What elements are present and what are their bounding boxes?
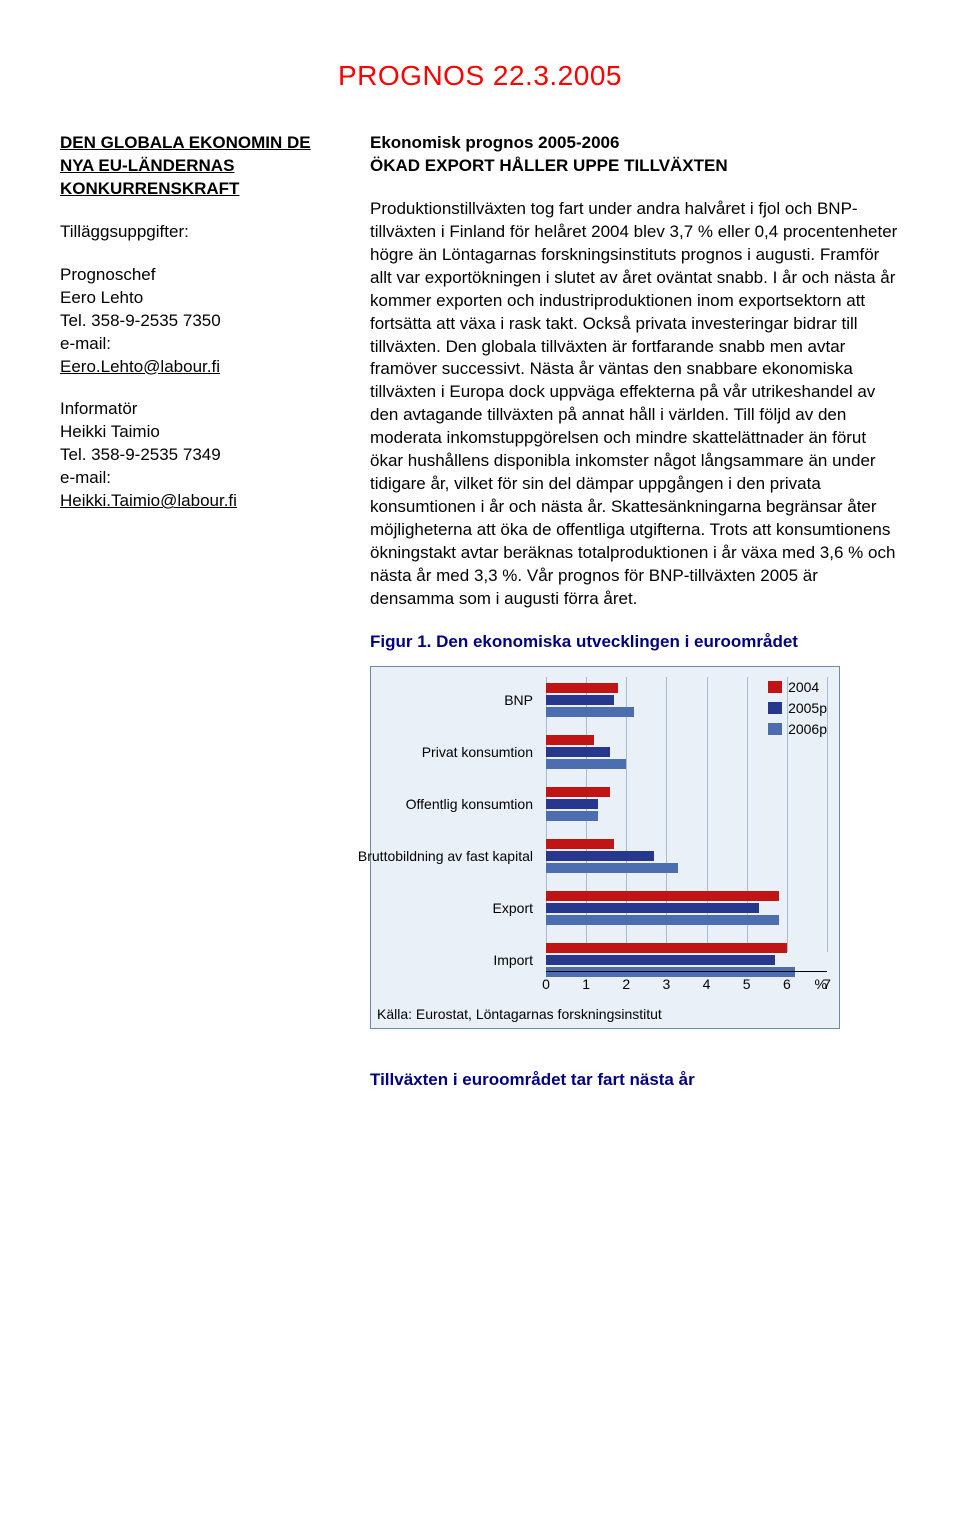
sidebar: DEN GLOBALA EKONOMIN DE NYA EU-LÄNDERNAS… <box>60 132 340 1092</box>
chart-category-label: Privat konsumtion <box>422 743 533 762</box>
chart-gridline <box>827 677 828 952</box>
chart-bar <box>546 695 614 705</box>
chart-bar <box>546 863 678 873</box>
chart-bar <box>546 839 614 849</box>
chart-bar <box>546 759 626 769</box>
chart-category-label: Offentlig konsumtion <box>406 795 533 814</box>
chart-bar <box>546 799 598 809</box>
contact2-email-label: e-mail: <box>60 467 340 490</box>
main-content: Ekonomisk prognos 2005-2006 ÖKAD EXPORT … <box>370 132 900 1092</box>
contact1-email[interactable]: Eero.Lehto@labour.fi <box>60 356 340 379</box>
legend-swatch <box>768 681 782 693</box>
contact-block-1: Prognoschef Eero Lehto Tel. 358-9-2535 7… <box>60 264 340 379</box>
report-subtitle: ÖKAD EXPORT HÅLLER UPPE TILLVÄXTEN <box>370 155 900 178</box>
closing-heading: Tillväxten i euroområdet tar fart nästa … <box>370 1069 900 1092</box>
contact2-email[interactable]: Heikki.Taimio@labour.fi <box>60 490 340 513</box>
chart-bar <box>546 891 779 901</box>
chart-source: Källa: Eurostat, Löntagarnas forskningsi… <box>371 1005 839 1024</box>
chart-x-tick: 2 <box>622 975 630 994</box>
chart-category-label: BNP <box>504 691 533 710</box>
sidebar-heading: DEN GLOBALA EKONOMIN DE NYA EU-LÄNDERNAS… <box>60 132 340 201</box>
chart-x-tick: 6 <box>783 975 791 994</box>
contact1-tel: Tel. 358-9-2535 7350 <box>60 310 340 333</box>
chart-bar <box>546 903 759 913</box>
chart-bar <box>546 683 618 693</box>
chart-bar <box>546 707 634 717</box>
sidebar-heading-line1: DEN GLOBALA EKONOMIN DE NYA EU-LÄNDERNAS… <box>60 133 311 198</box>
contact1-role: Prognoschef <box>60 264 340 287</box>
chart-bar <box>546 851 654 861</box>
contact2-tel: Tel. 358-9-2535 7349 <box>60 444 340 467</box>
legend-swatch <box>768 702 782 714</box>
chart-x-tick: 4 <box>703 975 711 994</box>
chart-bar <box>546 735 594 745</box>
sidebar-extra-label: Tilläggsuppgifter: <box>60 221 340 244</box>
chart-y-labels: BNP Privat konsumtion Offentlig konsumtion… <box>371 677 541 952</box>
chart-legend: 20042005p2006p <box>768 677 827 740</box>
chart-bar <box>546 915 779 925</box>
chart-x-unit: % <box>815 975 827 994</box>
chart-x-tick: 5 <box>743 975 751 994</box>
content-columns: DEN GLOBALA EKONOMIN DE NYA EU-LÄNDERNAS… <box>60 132 900 1092</box>
report-title: Ekonomisk prognos 2005-2006 <box>370 132 900 155</box>
chart-x-axis <box>546 971 827 972</box>
legend-label: 2006p <box>788 719 827 740</box>
chart-bar <box>546 811 598 821</box>
chart-container: BNP Privat konsumtion Offentlig konsumtion… <box>370 666 840 1029</box>
chart-x-tick: 3 <box>663 975 671 994</box>
chart-x-ticks: 01234567% <box>546 975 827 993</box>
legend-item: 2004 <box>768 677 827 698</box>
legend-label: 2004 <box>788 677 819 698</box>
contact1-name: Eero Lehto <box>60 287 340 310</box>
chart-x-tick: 1 <box>582 975 590 994</box>
figure-title: Figur 1. Den ekonomiska utvecklingen i e… <box>370 631 900 654</box>
page-title: PROGNOS 22.3.2005 <box>60 60 900 92</box>
chart-bar <box>546 955 775 965</box>
chart-bar <box>546 943 787 953</box>
chart-bar <box>546 787 610 797</box>
legend-swatch <box>768 723 782 735</box>
legend-item: 2005p <box>768 698 827 719</box>
contact-block-2: Informatör Heikki Taimio Tel. 358-9-2535… <box>60 398 340 513</box>
contact1-email-label: e-mail: <box>60 333 340 356</box>
chart-category-label: Export <box>493 899 533 918</box>
chart-x-tick: 0 <box>542 975 550 994</box>
chart-bar <box>546 747 610 757</box>
chart-plot-area: BNP Privat konsumtion Offentlig konsumtion… <box>371 667 839 1007</box>
legend-label: 2005p <box>788 698 827 719</box>
contact2-role: Informatör <box>60 398 340 421</box>
chart-category-label: Bruttobildning av fast kapital <box>358 847 533 866</box>
legend-item: 2006p <box>768 719 827 740</box>
chart-category-label: Import <box>493 951 533 970</box>
body-paragraph: Produktionstillväxten tog fart under and… <box>370 198 900 611</box>
contact2-name: Heikki Taimio <box>60 421 340 444</box>
